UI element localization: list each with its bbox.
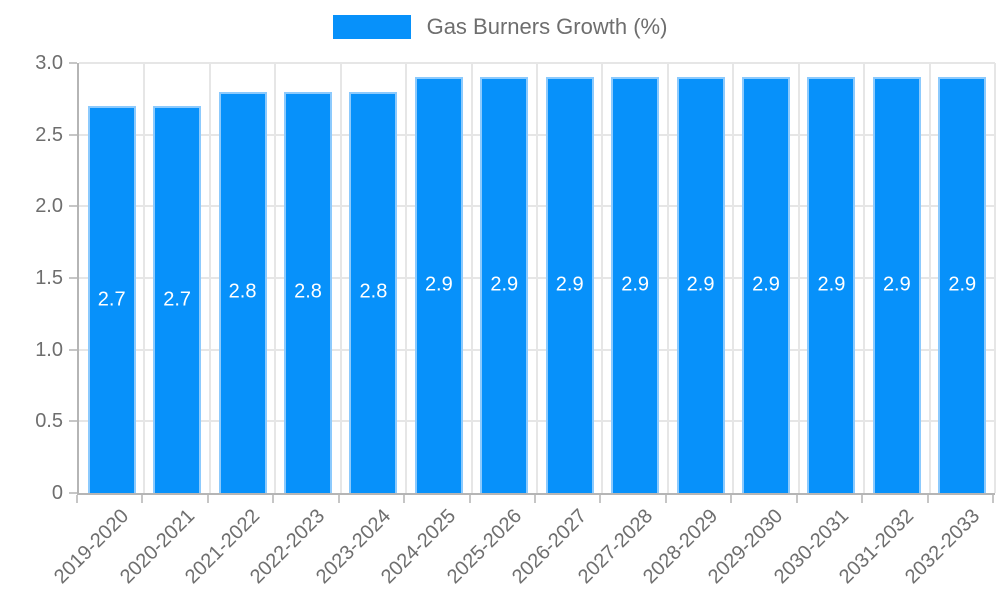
bar[interactable]	[153, 106, 202, 493]
bar[interactable]	[611, 77, 660, 493]
x-tick-mark	[272, 495, 275, 503]
x-gridline	[274, 63, 277, 493]
x-tick-mark	[664, 495, 667, 503]
y-tick-label: 0	[51, 482, 63, 504]
y-tick-label: 2.0	[35, 195, 63, 218]
legend-label: Gas Burners Growth (%)	[426, 14, 668, 39]
x-tick-mark	[206, 495, 209, 503]
y-tick-label: 2.5	[35, 123, 63, 146]
bar[interactable]	[807, 77, 856, 493]
x-gridline	[405, 63, 408, 493]
plot-area: 2.7 2.7 2.8 2.8 2.8 2.9 2.9 2.9 2.9 2.9 2.9 2.9 2.9 2…	[77, 62, 996, 495]
y-tick-label: 1.0	[35, 338, 63, 361]
bar[interactable]	[545, 77, 594, 493]
y-tick-mark	[69, 133, 77, 136]
y-tick-mark	[69, 205, 77, 208]
x-gridline	[928, 63, 931, 493]
x-tick-mark	[861, 495, 864, 503]
x-tick-mark	[795, 495, 798, 503]
y-tick-mark	[69, 62, 77, 64]
x-gridline	[536, 63, 538, 493]
bar[interactable]	[218, 91, 267, 493]
y-tick-mark	[69, 492, 77, 494]
x-tick-mark	[403, 495, 406, 503]
x-gridline	[666, 63, 669, 493]
x-gridline	[470, 63, 473, 493]
y-tick-mark	[69, 277, 77, 279]
chart-legend[interactable]: Gas Burners Growth (%)	[0, 14, 1000, 40]
x-tick-mark	[926, 495, 929, 503]
x-tick-mark	[141, 495, 144, 503]
bar[interactable]	[349, 91, 398, 493]
legend-swatch	[332, 15, 411, 39]
y-tick-label: 1.5	[35, 267, 63, 289]
x-gridline	[143, 63, 146, 493]
x-gridline	[732, 63, 735, 493]
x-gridline	[208, 63, 211, 493]
bar[interactable]	[676, 77, 725, 493]
x-tick-mark	[730, 495, 733, 503]
bar[interactable]	[284, 91, 332, 493]
x-tick-mark	[76, 495, 78, 503]
x-tick-mark	[992, 495, 994, 503]
x-gridline	[994, 63, 996, 493]
y-tick-label: 3.0	[35, 52, 63, 74]
bar[interactable]	[938, 77, 987, 493]
x-gridline	[339, 63, 342, 493]
bar[interactable]	[872, 77, 921, 493]
x-gridline	[601, 63, 604, 493]
bar[interactable]	[414, 77, 463, 493]
bar[interactable]	[480, 77, 529, 493]
y-tick-label: 0.5	[35, 410, 63, 433]
y-tick-mark	[69, 420, 77, 423]
y-tick-mark	[69, 348, 77, 351]
x-tick-mark	[534, 495, 536, 503]
bar[interactable]	[87, 106, 136, 493]
x-tick-mark	[468, 495, 471, 503]
x-tick-mark	[337, 495, 340, 503]
x-gridline	[863, 63, 866, 493]
bar[interactable]	[742, 77, 790, 493]
x-tick-mark	[599, 495, 602, 503]
x-gridline	[797, 63, 800, 493]
